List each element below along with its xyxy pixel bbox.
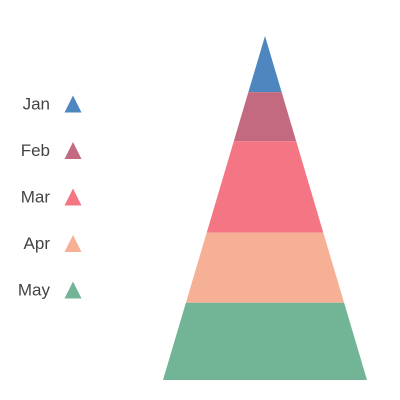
legend-triangle-icon: [64, 188, 82, 206]
pyramid-segment-feb[interactable]: [233, 92, 297, 142]
legend-label: Feb: [21, 141, 50, 160]
legend: Jan Feb Mar Apr May: [18, 95, 82, 300]
legend-label: Mar: [21, 188, 51, 207]
legend-item-mar[interactable]: Mar: [21, 188, 82, 207]
pyramid-segment-may[interactable]: [163, 302, 367, 380]
legend-triangle-icon: [64, 142, 82, 159]
legend-item-apr[interactable]: Apr: [24, 234, 82, 253]
legend-label: Jan: [23, 95, 50, 114]
legend-triangle-icon: [64, 235, 82, 252]
pyramid-segment-jan[interactable]: [248, 36, 282, 93]
pyramid-segments: [163, 36, 367, 380]
legend-label: Apr: [24, 234, 51, 253]
legend-triangle-icon: [64, 95, 82, 113]
pyramid-segment-mar[interactable]: [206, 141, 324, 233]
legend-label: May: [18, 281, 51, 300]
pyramid-segment-apr[interactable]: [185, 232, 345, 303]
legend-item-jan[interactable]: Jan: [23, 95, 82, 114]
legend-item-feb[interactable]: Feb: [21, 141, 82, 160]
legend-item-may[interactable]: May: [18, 281, 82, 300]
legend-triangle-icon: [64, 281, 82, 299]
